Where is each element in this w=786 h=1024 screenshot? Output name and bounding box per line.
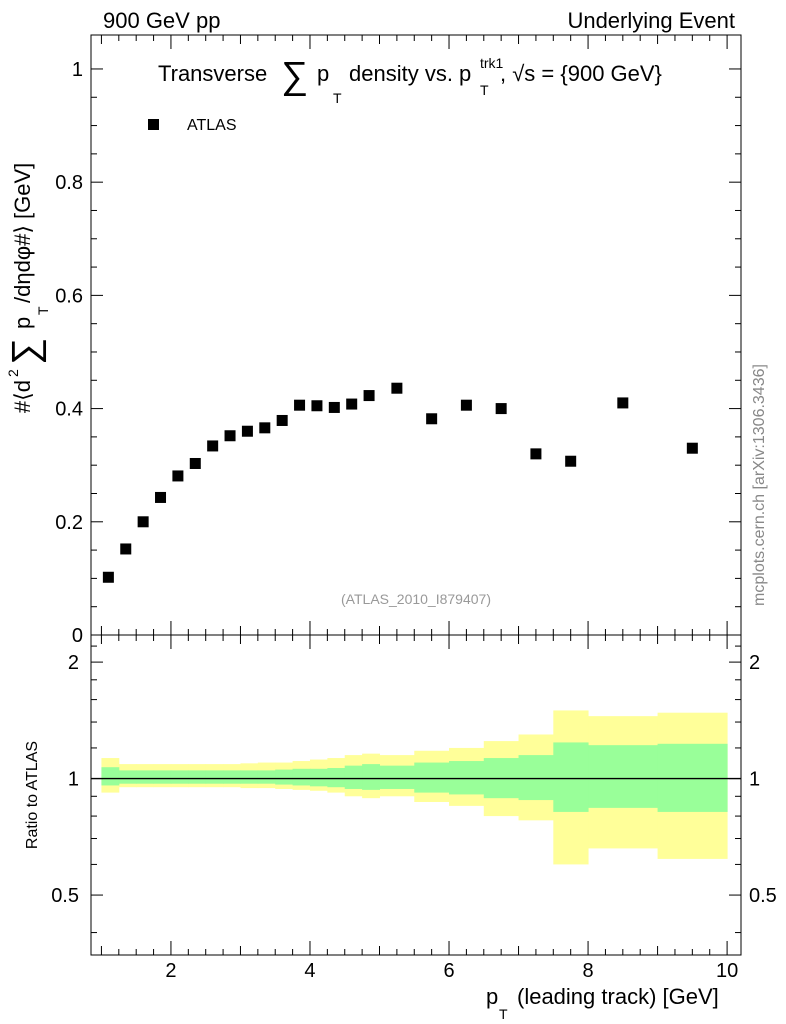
green-band-bin [118,770,137,784]
green-band-bin [657,743,728,812]
green-band-bin [275,769,294,785]
x-axis-label: p T (leading track) [GeV] [486,984,719,1022]
data-point [259,422,271,434]
data-point [189,457,201,469]
ratio-y-tick-label-right: 2 [749,652,760,674]
data-point [565,455,577,467]
green-band-bin [414,762,450,793]
data-point [363,390,375,402]
ratio-y-label: Ratio to ATLAS [24,741,41,849]
data-point [120,543,132,555]
data-point [426,413,438,425]
title-sum-symbol: ∑ [281,55,308,97]
data-point [686,442,698,454]
ratio-y-ticks: 0.5 0.5 1 1 2 2 [51,645,777,934]
green-band-bin [188,770,207,784]
data-point [137,516,149,528]
green-band-bin [327,767,346,788]
ratio-y-tick-label-left: 2 [68,652,79,674]
legend-marker [148,119,159,130]
data-point [207,440,219,452]
data-point [530,448,542,460]
data-point [328,401,340,413]
main-title: Transverse ∑ p T density vs. p trk1 T , … [158,55,662,106]
legend-label: ATLAS [187,117,237,134]
data-point [172,470,184,482]
ylabel-sub-t: T [35,306,51,315]
xlabel-sub-t: T [499,1006,508,1022]
green-band-bin [292,768,311,786]
x-tick-label: 4 [304,960,315,982]
y-tick-label: 0.4 [55,399,83,421]
main-y-label: #⟨d 2 ∑ p T /dηdφ#⟩ [GeV] [5,163,51,413]
x-tick-label: 6 [443,960,454,982]
y-tick-label: 0.2 [55,512,83,534]
green-band-bin [553,742,589,812]
data-point [311,400,323,412]
ratio-bands [101,710,728,865]
data-point [241,425,253,437]
green-band-bin [449,761,485,795]
ratio-y-tick-label-left: 1 [68,769,79,791]
data-point [617,397,629,409]
title-p: p [317,61,329,86]
title-sub-t: T [333,90,342,106]
green-band-bin [309,768,328,787]
xlabel-suffix: (leading track) [GeV] [517,984,719,1009]
x-tick-label: 2 [165,960,176,982]
ylabel-suffix: /dηdφ#⟩ [GeV] [10,163,35,303]
green-band-bin [223,770,241,784]
main-x-ticks [100,35,728,635]
green-band-bin [518,755,554,801]
data-point [155,491,167,503]
header-right-label: Underlying Event [567,8,735,33]
ratio-y-tick-label-right: 1 [749,769,760,791]
green-band-bin [153,770,172,784]
y-tick-label: 0.8 [55,172,83,194]
data-point [224,430,236,442]
header-left-label: 900 GeV pp [103,8,220,33]
data-point [495,403,507,415]
data-point [346,398,358,410]
green-band-bin [257,770,276,784]
title-prefix: Transverse [158,61,267,86]
x-tick-label: 10 [716,960,738,982]
ratio-x-ticks: 2 4 6 8 10 [100,635,738,982]
title-sup-trk1: trk1 [480,55,504,71]
data-point [276,414,288,426]
data-point [102,571,114,583]
ratio-panel-frame [90,634,742,956]
title-sub-t-2: T [480,82,489,98]
green-band-bin [240,770,259,784]
y-tick-label: 0.6 [55,285,83,307]
green-band-bin [136,770,155,784]
green-band-bin [170,770,189,784]
green-band-bin [588,745,659,808]
title-suffix: , √s = {900 GeV} [500,61,662,86]
data-point [460,399,472,411]
y-tick-label: 0 [72,625,83,647]
main-y-ticks: 0 0.2 0.4 0.6 0.8 1 [55,59,741,647]
analysis-id: (ATLAS_2010_I879407) [341,591,491,607]
xlabel-p: p [486,984,498,1009]
ylabel-p: p [10,317,35,329]
ratio-y-tick-label-right: 0.5 [749,885,777,907]
title-middle: density vs. p [349,61,471,86]
green-band-bin [379,765,415,789]
green-band-bin [205,770,224,784]
main-data-markers [102,382,698,583]
green-band-bin [101,767,120,786]
ylabel-sum-symbol: ∑ [5,338,47,365]
ylabel-prefix: #⟨d [10,380,35,413]
data-point [294,399,306,411]
data-point [391,382,403,394]
ratio-y-tick-label-left: 0.5 [51,885,79,907]
y-tick-label: 1 [72,59,83,81]
green-band-bin [362,764,381,790]
x-tick-label: 8 [582,960,593,982]
ylabel-sup2: 2 [5,369,21,377]
green-band-bin [344,765,363,789]
watermark: mcplots.cern.ch [arXiv:1306.3436] [751,364,768,606]
